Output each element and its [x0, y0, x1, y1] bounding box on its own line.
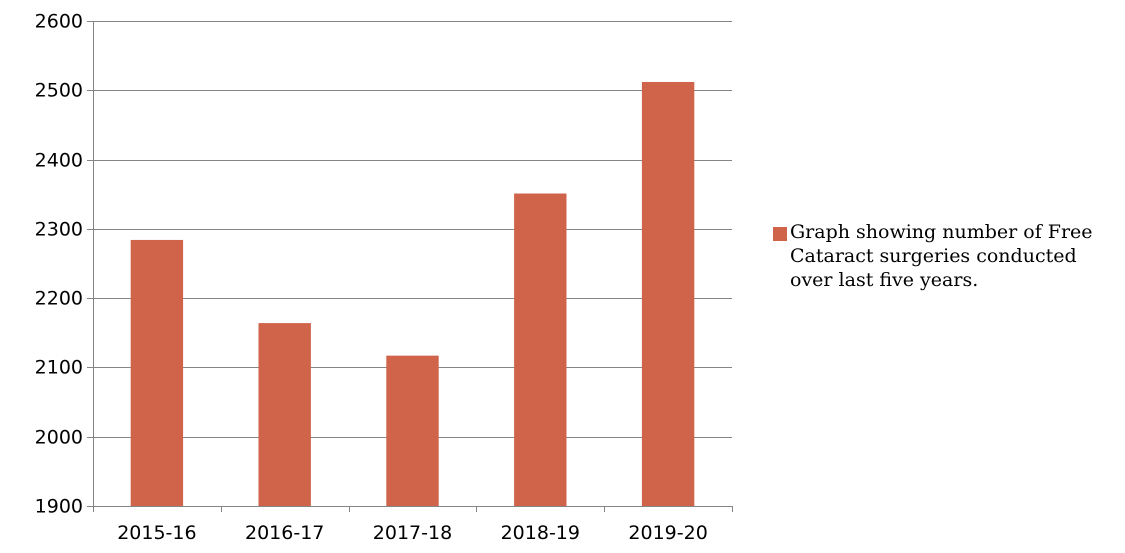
y-tick-label: 2600	[35, 11, 83, 33]
legend: Graph showing number of Free Cataract su…	[773, 220, 1118, 292]
bar	[641, 81, 695, 506]
legend-label: Graph showing number of Free Cataract su…	[790, 221, 1093, 291]
y-tick-label: 2500	[35, 80, 83, 102]
y-tick-label: 2000	[35, 427, 83, 449]
grid-lines	[87, 21, 732, 438]
bar	[386, 355, 439, 506]
y-tick-label: 2300	[35, 219, 83, 241]
legend-swatch	[773, 227, 787, 241]
y-tick-label: 2100	[35, 357, 83, 379]
x-axis-tick-labels: 2015-16 2016-17 2017-18 2018-19 2019-20	[117, 522, 708, 544]
bars	[130, 81, 695, 506]
x-tick-label: 2019-20	[628, 522, 707, 544]
x-tick-label: 2017-18	[373, 522, 452, 544]
axes	[87, 21, 733, 512]
x-tick-label: 2016-17	[245, 522, 324, 544]
bar	[514, 193, 567, 506]
y-tick-label: 2200	[35, 288, 83, 310]
x-tick-label: 2015-16	[117, 522, 196, 544]
x-tick-label: 2018-19	[501, 522, 580, 544]
y-tick-label: 2400	[35, 150, 83, 172]
y-tick-label: 1900	[35, 496, 83, 518]
y-axis-tick-labels: 1900 2000 2100 2200 2300 2400 2500 2600	[35, 11, 83, 518]
bar	[130, 239, 184, 506]
bar	[258, 323, 311, 506]
